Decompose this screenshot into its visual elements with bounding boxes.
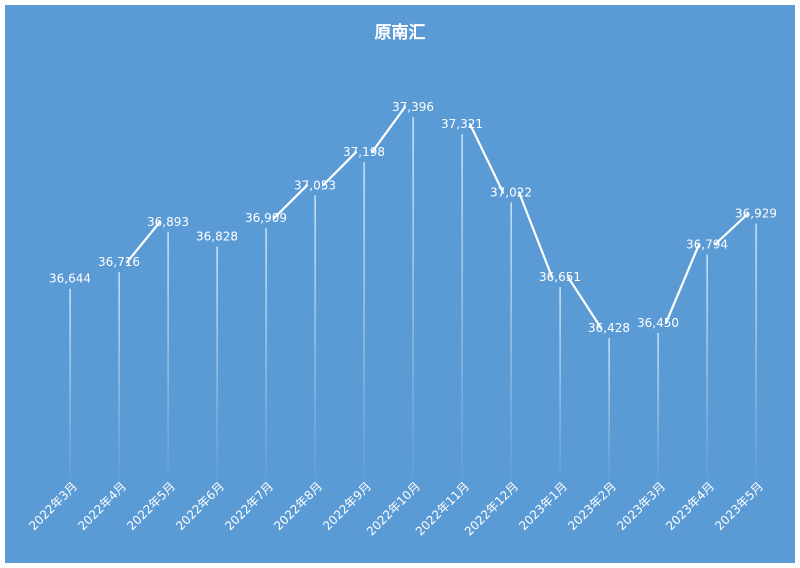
- x-tick-label: 2023年4月: [663, 479, 717, 533]
- data-label: 37,053: [294, 178, 336, 192]
- data-label: 36,909: [245, 211, 287, 225]
- data-label: 37,022: [490, 185, 532, 199]
- chart-area: [5, 5, 795, 563]
- series-segment: [468, 123, 505, 194]
- drop-line: [314, 195, 316, 478]
- drop-line: [118, 272, 120, 478]
- drop-line: [412, 117, 414, 478]
- data-label: 36,651: [539, 270, 581, 284]
- data-label: 36,794: [686, 237, 728, 251]
- drop-line: [216, 246, 218, 478]
- chart-title: 原南汇: [374, 23, 426, 43]
- drop-line: [559, 287, 561, 478]
- series-segment: [125, 220, 162, 264]
- drop-line: [461, 134, 463, 479]
- drop-line: [510, 202, 512, 479]
- series-segment: [566, 275, 603, 330]
- drop-line: [755, 223, 757, 478]
- data-label: 37,198: [343, 145, 385, 159]
- drop-line: [69, 288, 71, 478]
- data-label: 36,828: [196, 230, 238, 244]
- x-tick-label: 2023年3月: [614, 479, 668, 533]
- drop-line: [167, 231, 169, 478]
- drop-line: [657, 332, 659, 478]
- data-label: 36,450: [637, 316, 679, 330]
- x-tick-label: 2022年5月: [124, 479, 178, 533]
- x-tick-label: 2022年7月: [222, 479, 276, 533]
- data-label: 36,428: [588, 321, 630, 335]
- series-segment: [517, 191, 554, 279]
- series-segment: [713, 212, 750, 246]
- x-tick-label: 2023年5月: [712, 479, 766, 533]
- x-tick-label: 2023年2月: [565, 479, 619, 533]
- data-label: 36,893: [147, 215, 189, 229]
- drop-line: [363, 162, 365, 479]
- series-segment: [321, 151, 358, 187]
- x-tick-label: 2022年6月: [173, 479, 227, 533]
- data-label: 37,396: [392, 100, 434, 114]
- data-label: 36,644: [49, 272, 91, 286]
- drop-line: [706, 254, 708, 478]
- series-segment: [272, 184, 309, 220]
- x-tick-label: 2022年8月: [271, 479, 325, 533]
- series-segment: [370, 105, 407, 154]
- series-segment: [664, 243, 701, 325]
- data-label: 36,716: [98, 255, 140, 269]
- x-tick-label: 2023年1月: [516, 479, 570, 533]
- drop-line: [265, 228, 267, 478]
- data-label: 36,929: [735, 207, 777, 221]
- data-label: 37,321: [441, 117, 483, 131]
- x-tick-label: 2022年3月: [26, 479, 80, 533]
- x-tick-label: 2022年4月: [75, 479, 129, 533]
- drop-line: [608, 338, 610, 478]
